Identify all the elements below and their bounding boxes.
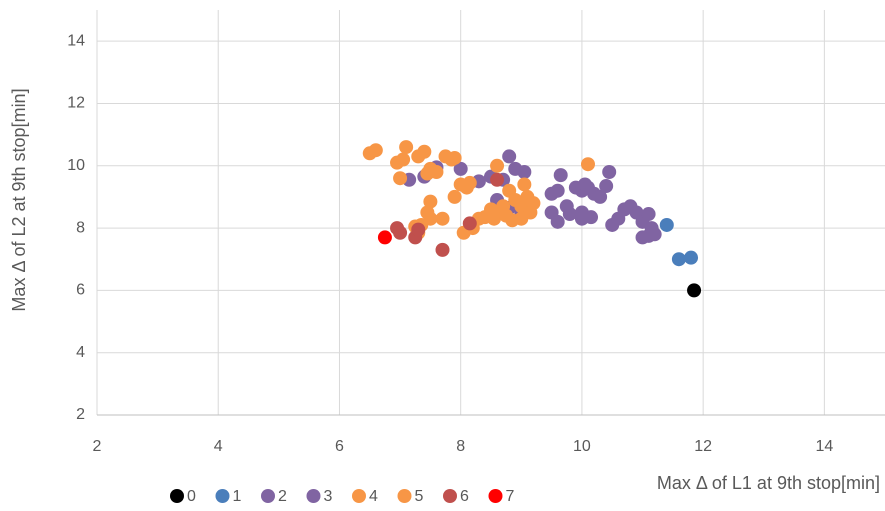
x-tick-label: 10 [573,438,591,455]
y-tick-label: 4 [76,344,85,361]
point [611,211,626,226]
point [435,242,450,257]
point [580,157,595,172]
y-tick-label: 8 [76,219,85,236]
legend-label: 1 [233,488,242,505]
legend-label: 3 [324,488,333,505]
legend-marker [261,489,275,503]
legend-label: 5 [415,488,424,505]
point [659,217,674,232]
x-tick-label: 2 [93,438,102,455]
legend-marker [397,489,412,503]
point [447,189,462,204]
point [447,150,462,165]
legend-label: 2 [278,488,287,505]
point [423,194,438,209]
point [562,207,577,222]
legend-marker [215,489,230,503]
point [453,161,468,176]
y-tick-label: 6 [76,282,85,299]
point [671,252,686,267]
point [490,172,505,187]
legend-marker [306,489,321,503]
point [393,225,408,240]
point [435,211,450,226]
point [517,165,532,179]
point [553,168,568,183]
y-axis-title: Max Δ of L2 at 9th stop[min] [9,88,29,311]
y-tick-label: 2 [76,406,85,423]
point [396,152,411,167]
point [368,143,383,158]
point [417,144,432,159]
point [411,222,426,237]
legend-label: 0 [187,488,196,505]
x-tick-label: 6 [335,438,344,455]
legend-marker [170,489,184,503]
point [462,175,477,190]
point [393,171,408,186]
x-tick-label: 14 [815,438,833,455]
point [602,165,617,179]
legend-label: 4 [369,488,378,505]
legend-marker [488,489,503,503]
point [399,140,414,155]
x-tick-label: 4 [214,438,223,455]
y-tick-label: 10 [67,157,85,174]
legend-marker [443,489,457,503]
point [641,207,656,222]
legend-label: 6 [460,488,469,505]
point [593,189,608,204]
point [584,210,599,225]
x-tick-label: 8 [456,438,465,455]
point [502,149,517,164]
point [514,211,529,226]
point [517,177,532,192]
legend-label: 7 [506,488,515,505]
point [644,221,659,236]
point [687,283,702,298]
point [550,214,565,229]
point [599,179,614,194]
x-axis-title: Max Δ of L1 at 9th stop[min] [657,473,880,493]
point [377,230,392,245]
legend-marker [352,489,366,503]
point [550,183,565,198]
x-tick-label: 12 [694,438,712,455]
point [490,158,505,173]
point [462,216,477,231]
point [429,165,444,179]
y-tick-label: 14 [67,32,85,49]
point [684,250,699,265]
y-tick-label: 12 [67,95,85,112]
